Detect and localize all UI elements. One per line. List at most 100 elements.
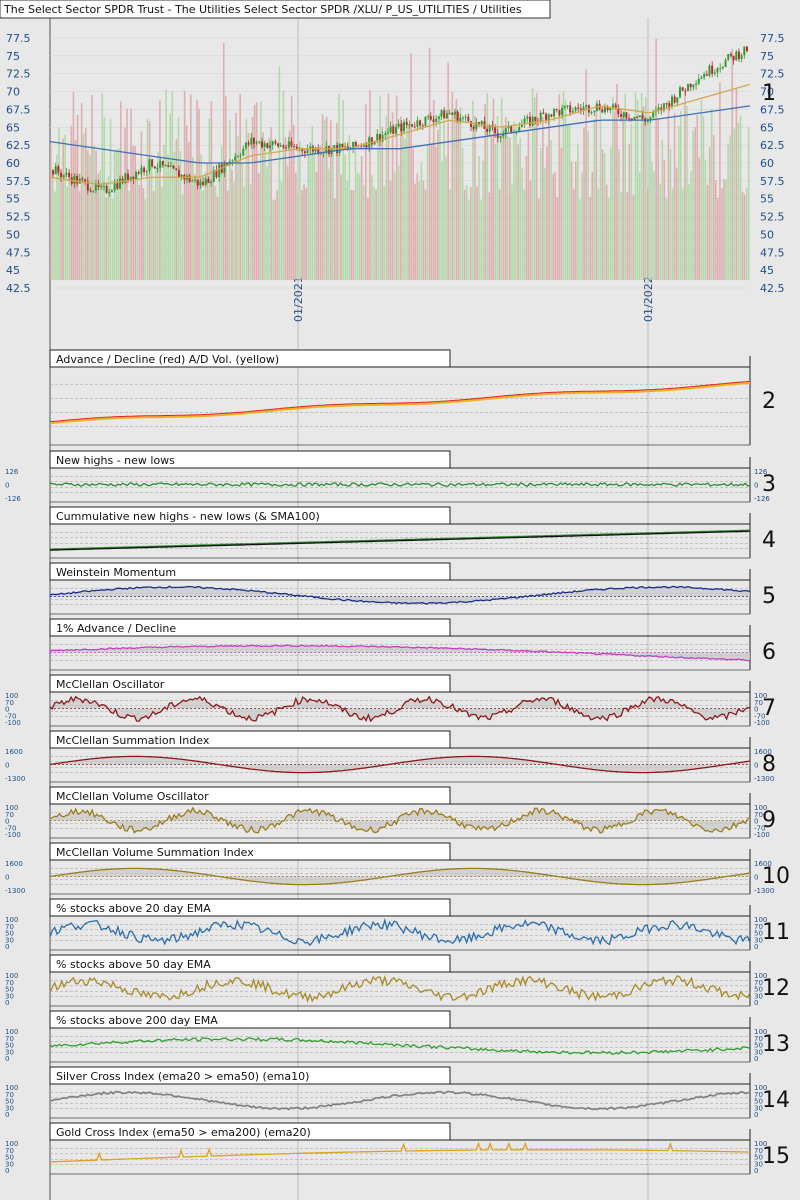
volume-bar	[288, 130, 291, 280]
candle-body	[327, 146, 330, 155]
volume-bar	[342, 100, 344, 280]
scale-label-left: 70	[5, 923, 14, 931]
panel-title-box	[49, 842, 451, 861]
volume-bar	[432, 99, 435, 280]
scale-label-right: 100	[754, 1084, 767, 1092]
volume-bar	[76, 114, 79, 280]
volume-bar	[381, 126, 384, 280]
candle-body	[81, 178, 84, 180]
panel-title: McClellan Summation Index	[56, 734, 210, 747]
volume-bar	[690, 171, 692, 280]
candle-body	[721, 66, 724, 69]
candle-body	[579, 108, 582, 111]
volume-bar	[612, 97, 614, 280]
scale-label-left: 0	[5, 1167, 9, 1175]
y-tick-label-right: 45	[760, 264, 774, 277]
volume-bar	[564, 99, 567, 281]
scale-label-right: -1300	[754, 887, 774, 895]
volume-bar	[173, 151, 176, 280]
volume-bar	[52, 173, 54, 280]
candle-body	[526, 116, 529, 119]
volume-bar	[169, 113, 172, 280]
candle-body	[287, 141, 290, 148]
candle-body	[145, 170, 148, 173]
scale-label-right: 30	[754, 936, 763, 944]
volume-bar	[603, 153, 606, 280]
y-tick-label-left: 52.5	[6, 211, 31, 224]
candle-body	[215, 169, 218, 178]
volume-bar	[418, 181, 421, 280]
candle-body	[255, 142, 258, 144]
volume-bar	[531, 88, 534, 280]
volume-bar	[636, 100, 639, 281]
candle-body	[207, 178, 210, 184]
volume-bar	[214, 186, 217, 280]
candle-body	[290, 141, 293, 147]
volume-bar	[733, 128, 736, 280]
volume-bar	[562, 91, 565, 281]
volume-bar	[583, 127, 585, 280]
scale-label-left: -70	[5, 824, 16, 832]
y-tick-label-right: 77.5	[760, 32, 785, 45]
volume-bar	[593, 118, 596, 280]
candle-body	[665, 103, 668, 105]
y-tick-label-left: 62.5	[6, 139, 31, 152]
volume-bar	[70, 126, 73, 280]
volume-bar	[548, 115, 550, 281]
scale-label-right: -70	[754, 824, 765, 832]
price-panel: 77.5 77.5 75 75 72.5 72.5 70 70 67.5 67.5 65 65 62.5…	[6, 32, 785, 322]
volume-bar	[126, 108, 128, 280]
y-tick-label-left: 60	[6, 157, 20, 170]
volume-bar	[457, 112, 460, 280]
y-tick-label-right: 65	[760, 121, 774, 134]
scale-label-right: 0	[754, 874, 758, 882]
volume-bar	[426, 143, 429, 280]
volume-bar	[579, 199, 581, 280]
candle-body	[448, 113, 451, 115]
volume-bar	[340, 174, 342, 280]
candle-body	[405, 121, 408, 125]
candle-body	[218, 164, 221, 178]
scale-label-left: 0	[5, 943, 9, 951]
candle-body	[118, 178, 121, 189]
candle-body	[266, 143, 269, 149]
panel-title-box	[49, 1010, 451, 1029]
scale-label-right: 100	[754, 692, 767, 700]
volume-bar	[148, 121, 151, 280]
candle-body	[295, 146, 298, 149]
candle-body	[261, 141, 264, 148]
scale-label-left: 70	[5, 979, 14, 987]
panel-number: 2	[762, 389, 776, 414]
volume-bar	[634, 92, 637, 280]
candle-body	[451, 113, 454, 115]
volume-bar	[272, 199, 274, 280]
panel-title: Silver Cross Index (ema20 > ema50) (ema1…	[56, 1070, 309, 1083]
candle-body	[443, 110, 446, 119]
volume-bar	[684, 92, 686, 281]
candle-body	[132, 176, 135, 180]
candle-body	[52, 170, 54, 175]
candle-body	[277, 143, 280, 147]
panel-series-line	[49, 695, 751, 723]
candle-body	[242, 148, 245, 156]
volume-bar	[89, 154, 91, 280]
volume-bar	[459, 107, 462, 281]
candle-body	[719, 68, 722, 70]
candle-body	[523, 118, 526, 125]
candle-body	[670, 96, 673, 107]
y-tick-label-right: 75	[760, 50, 774, 63]
scale-label-right: 0	[754, 999, 758, 1007]
y-tick-label-right: 60	[760, 157, 774, 170]
scale-label-right: 0	[754, 1055, 758, 1063]
scale-label-left: -100	[5, 719, 21, 727]
volume-bar	[441, 160, 443, 280]
y-tick-label-right: 70	[760, 86, 774, 99]
scale-label-left: 50	[5, 986, 14, 994]
volume-bar	[509, 137, 511, 280]
candle-body	[135, 172, 138, 180]
scale-label-right: -126	[754, 495, 770, 503]
volume-bar	[338, 93, 340, 280]
scale-label-left: 100	[5, 972, 18, 980]
volume-bar	[437, 129, 439, 280]
